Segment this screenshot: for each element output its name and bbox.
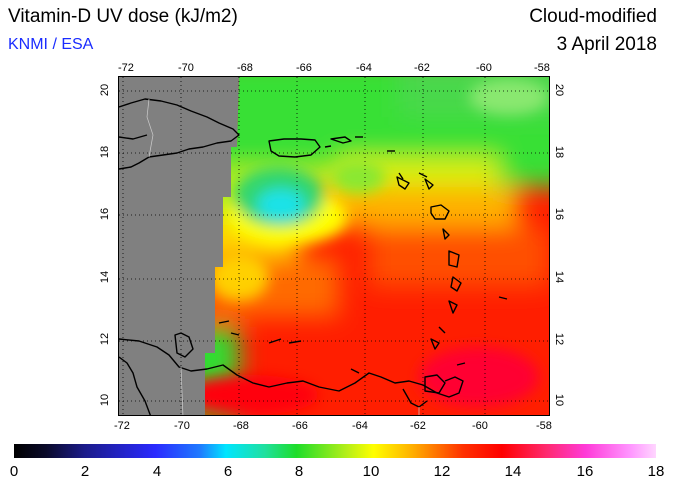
colorbar-label: 10	[362, 463, 380, 480]
lon-tick: -68	[233, 420, 249, 432]
lon-tick: -72	[118, 62, 134, 74]
lat-tick: 14	[99, 270, 112, 284]
map-title: Vitamin-D UV dose (kJ/m2)	[8, 6, 238, 27]
lon-tick: -58	[536, 420, 552, 432]
lat-tick: 14	[553, 270, 566, 284]
lat-tick: 20	[99, 83, 112, 97]
uv-field	[205, 77, 549, 415]
lon-tick: -72	[114, 420, 130, 432]
colorbar-label: 8	[294, 463, 304, 480]
lon-tick: -64	[352, 420, 368, 432]
lon-tick: -66	[292, 420, 308, 432]
lon-tick: -58	[534, 62, 550, 74]
date-label: 3 April 2018	[556, 34, 657, 55]
lat-tick: 10	[99, 393, 112, 407]
uv-dose-map	[118, 76, 550, 416]
lon-tick: -68	[237, 62, 253, 74]
lon-tick: -70	[174, 420, 190, 432]
lon-tick: -60	[476, 62, 492, 74]
colorbar	[14, 444, 656, 458]
lon-tick: -62	[410, 420, 426, 432]
lon-tick: -66	[296, 62, 312, 74]
mode-label: Cloud-modified	[529, 6, 657, 27]
map-field	[119, 77, 549, 415]
lon-tick: -60	[472, 420, 488, 432]
colorbar-label: 4	[152, 463, 162, 480]
lat-tick: 16	[99, 207, 112, 221]
lat-tick: 18	[553, 145, 566, 159]
colorbar-label: 0	[9, 463, 19, 480]
lon-tick: -70	[178, 62, 194, 74]
colorbar-label: 14	[504, 463, 522, 480]
borders	[146, 98, 420, 415]
lat-tick: 10	[553, 393, 566, 407]
lon-tick: -64	[356, 62, 372, 74]
lat-tick: 16	[553, 207, 566, 221]
colorbar-label: 6	[223, 463, 233, 480]
graticule	[119, 77, 549, 415]
colorbar-label: 16	[576, 463, 594, 480]
lat-tick: 12	[553, 332, 566, 346]
colorbar-label: 18	[647, 463, 665, 480]
coastlines	[119, 98, 508, 415]
lon-tick: -62	[414, 62, 430, 74]
credit-label: KNMI / ESA	[8, 36, 94, 53]
colorbar-label: 2	[80, 463, 90, 480]
colorbar-label: 12	[433, 463, 451, 480]
lat-tick: 18	[99, 145, 112, 159]
lat-tick: 20	[553, 83, 566, 97]
lat-tick: 12	[99, 332, 112, 346]
